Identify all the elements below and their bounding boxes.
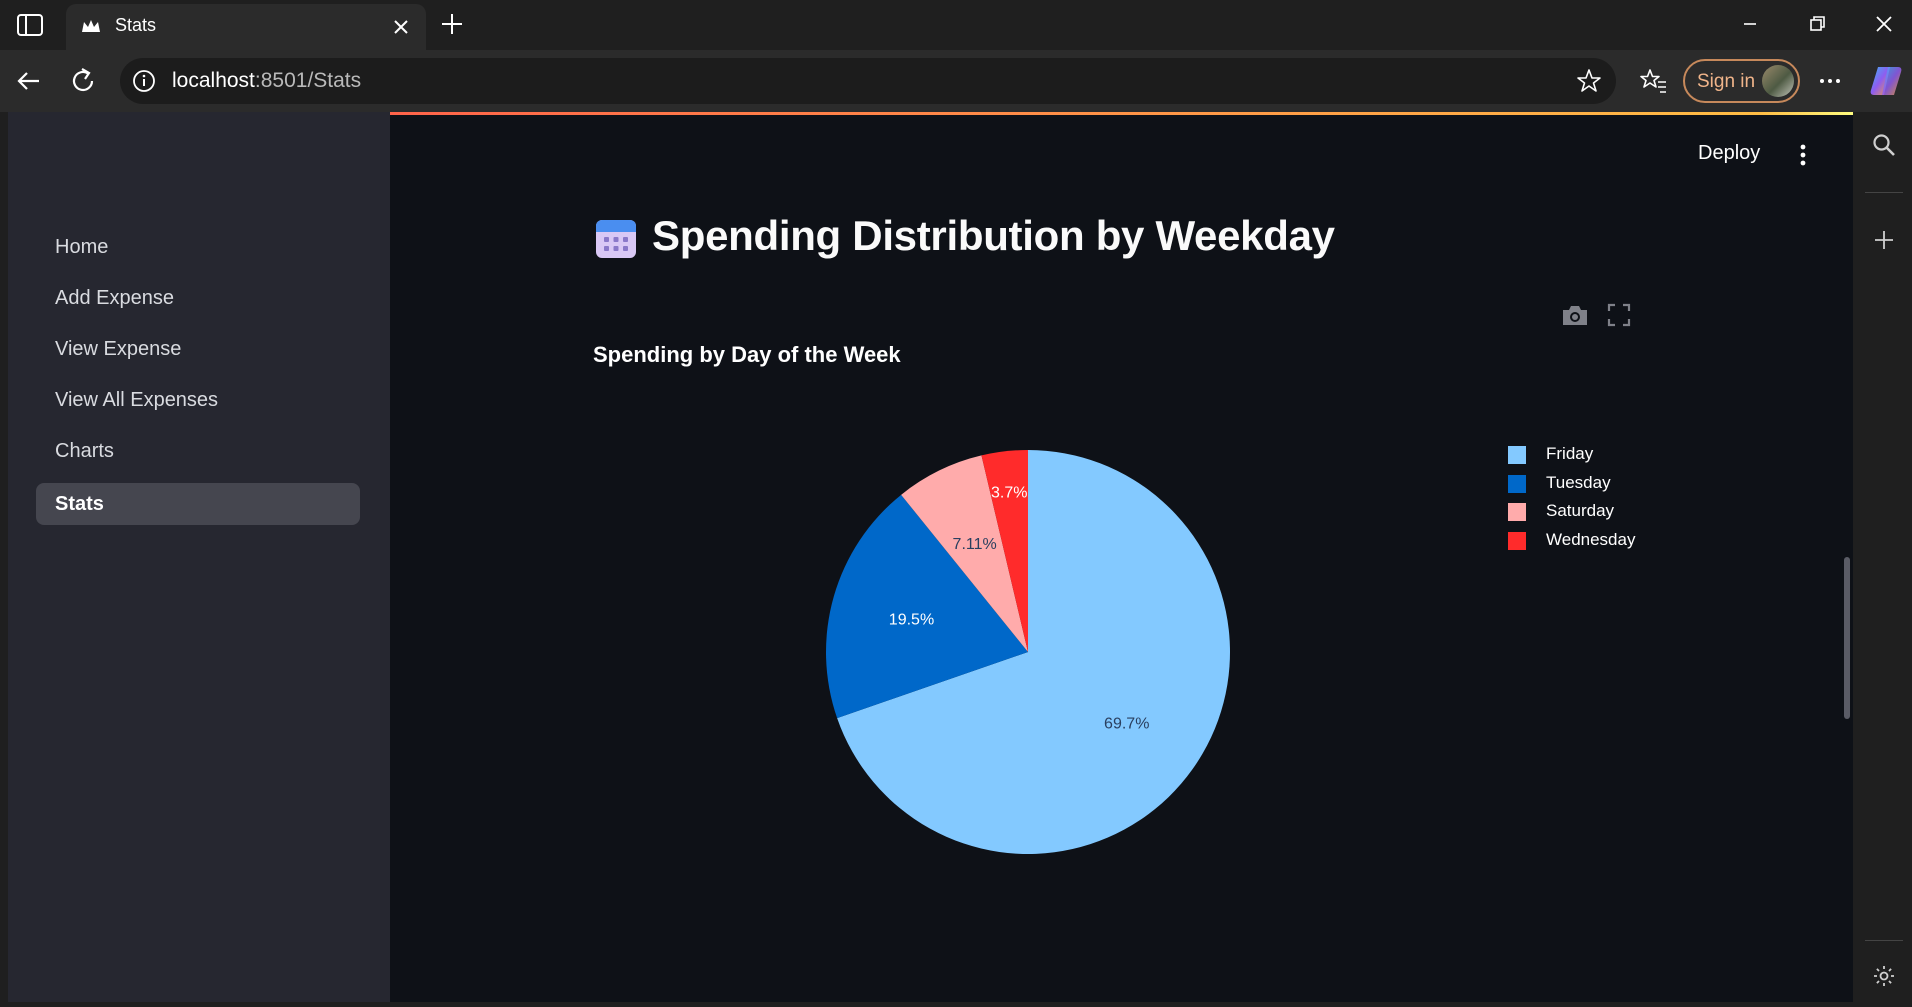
page-viewport: Home Add Expense View Expense View All E… — [8, 112, 1853, 1002]
legend-label: Friday — [1546, 444, 1594, 463]
sidebar-item-label: Home — [55, 236, 109, 258]
legend-swatch — [1508, 446, 1526, 464]
edge-sidebar — [1855, 112, 1912, 1007]
slice-label-wednesday: 3.7% — [991, 484, 1027, 501]
chart-legend: Friday Tuesday Saturday Wednesday — [1508, 442, 1688, 556]
sidebar-item-label: Stats — [55, 493, 104, 515]
restore-icon[interactable] — [1803, 10, 1831, 38]
fullscreen-icon[interactable] — [1606, 302, 1632, 328]
reload-icon[interactable] — [68, 66, 98, 96]
close-tab-icon[interactable] — [388, 14, 414, 40]
slice-label-saturday: 7.11% — [953, 536, 997, 553]
profile-avatar — [1762, 65, 1794, 97]
legend-item-wednesday[interactable]: Wednesday — [1508, 528, 1688, 557]
close-window-icon[interactable] — [1870, 10, 1898, 38]
back-icon[interactable] — [14, 66, 44, 96]
slice-label-tuesday: 19.5% — [889, 612, 934, 629]
sidebar-item-label: View Expense — [55, 338, 182, 360]
legend-item-friday[interactable]: Friday — [1508, 442, 1688, 471]
url-path: :8501/Stats — [254, 69, 362, 92]
legend-swatch — [1508, 503, 1526, 521]
chart-title: Spending by Day of the Week — [593, 342, 901, 367]
streamlit-favicon-icon — [82, 20, 100, 32]
calendar-icon — [596, 220, 636, 258]
slice-label-friday: 69.7% — [1104, 715, 1149, 732]
legend-swatch — [1508, 474, 1526, 493]
browser-tab-stats[interactable]: Stats — [66, 4, 426, 50]
legend-label: Tuesday — [1546, 472, 1611, 492]
minimize-icon[interactable] — [1736, 10, 1764, 38]
sidebar-item-label: Add Expense — [55, 287, 174, 309]
legend-item-tuesday[interactable]: Tuesday — [1508, 471, 1688, 500]
pie-slice-wednesday[interactable] — [981, 450, 1028, 652]
sidebar-item-view-all-expenses[interactable]: View All Expenses — [36, 379, 360, 421]
address-bar[interactable]: localhost:8501/Stats — [120, 58, 1616, 104]
sidebar-item-stats[interactable]: Stats — [36, 483, 360, 525]
sidebar-item-label: Charts — [55, 440, 114, 462]
sign-in-button[interactable]: Sign in — [1683, 59, 1800, 103]
url-text: localhost:8501/Stats — [172, 69, 361, 93]
url-host: localhost — [172, 69, 255, 92]
pie-slice-saturday[interactable] — [901, 455, 1028, 652]
legend-item-saturday[interactable]: Saturday — [1508, 499, 1688, 528]
sign-in-label: Sign in — [1697, 71, 1756, 92]
camera-icon[interactable] — [1560, 302, 1590, 328]
pie-chart: 69.7% 19.5% 7.11% 3.7% — [826, 450, 1230, 854]
sidebar-item-charts[interactable]: Charts — [36, 430, 360, 472]
settings-gear-icon[interactable] — [1872, 964, 1896, 988]
browser-tab-bar: Stats — [0, 0, 1912, 50]
site-info-icon[interactable] — [132, 69, 156, 93]
browser-toolbar: localhost:8501/Stats Sign in — [0, 50, 1912, 112]
tab-actions-icon[interactable] — [16, 13, 44, 37]
legend-label: Saturday — [1546, 501, 1615, 520]
sidebar-item-label: View All Expenses — [55, 389, 219, 411]
app-top-decoration — [8, 112, 1853, 115]
pie-slice-friday[interactable] — [837, 450, 1230, 854]
deploy-button[interactable]: Deploy — [1698, 142, 1761, 164]
copilot-icon[interactable] — [1868, 63, 1904, 99]
legend-label: Wednesday — [1546, 529, 1636, 549]
sidebar-item-home[interactable]: Home — [36, 226, 360, 268]
legend-swatch — [1508, 531, 1526, 550]
more-options-icon[interactable] — [1815, 66, 1845, 96]
pie-slice-tuesday[interactable] — [826, 494, 1028, 719]
page-title: Spending Distribution by Weekday — [652, 212, 1335, 259]
page-scrollbar[interactable] — [1844, 557, 1850, 719]
favorite-star-icon[interactable] — [1576, 68, 1602, 94]
edge-separator — [1865, 940, 1903, 941]
edge-separator — [1865, 192, 1903, 193]
favorites-icon[interactable] — [1638, 66, 1668, 96]
search-icon[interactable] — [1871, 132, 1897, 158]
app-sidebar: Home Add Expense View Expense View All E… — [8, 112, 390, 1002]
tab-title: Stats — [115, 15, 157, 35]
add-icon[interactable] — [1872, 228, 1896, 252]
main-menu-icon[interactable] — [1796, 142, 1810, 168]
sidebar-item-view-expense[interactable]: View Expense — [36, 328, 360, 370]
new-tab-icon[interactable] — [438, 10, 466, 38]
sidebar-item-add-expense[interactable]: Add Expense — [36, 277, 360, 319]
